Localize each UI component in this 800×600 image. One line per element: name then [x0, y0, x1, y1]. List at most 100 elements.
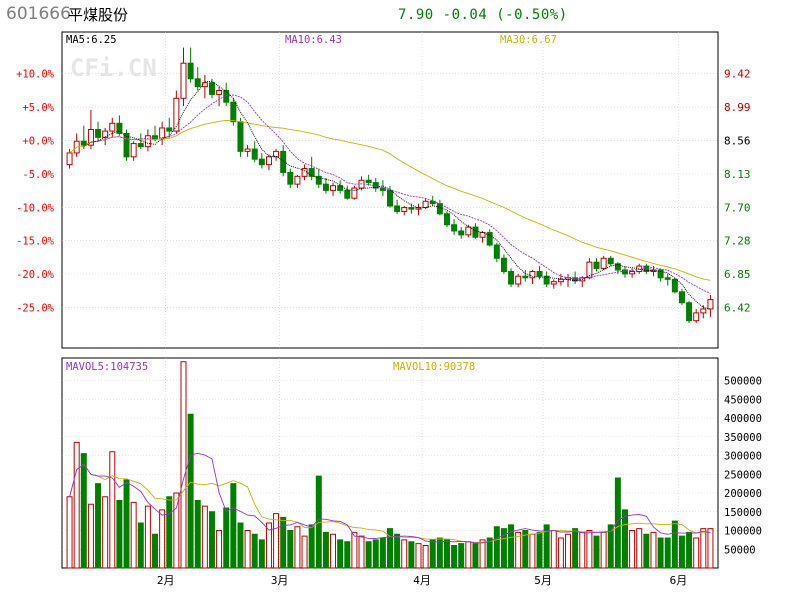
candle-body-up: [529, 271, 536, 279]
volume-tick-label: 50000: [724, 544, 756, 556]
volume-bar-down: [223, 507, 230, 569]
volume-bar-up: [102, 496, 109, 569]
x-tick-label: 6月: [670, 574, 688, 587]
volume-bar-up: [650, 531, 657, 569]
candle-body-down: [123, 132, 130, 158]
ma30-line: [69, 120, 711, 281]
volume-tick-label: 350000: [724, 432, 762, 444]
volume-bar-up: [294, 526, 301, 569]
volume-bar-up: [216, 530, 223, 569]
volume-bar-up: [244, 530, 251, 569]
candle-body-down: [315, 175, 322, 185]
volume-bar-down: [543, 524, 550, 569]
volume-bar-down: [508, 524, 515, 569]
volume-bar-up: [586, 530, 593, 569]
volume-bar-up: [401, 539, 408, 569]
volume-bar-down: [152, 533, 159, 569]
volume-bar-up: [144, 505, 151, 569]
candle-body-up: [130, 143, 137, 158]
candle-body-down: [394, 205, 401, 212]
candle-body-down: [280, 150, 287, 173]
volume-bar-up: [693, 537, 700, 569]
right-tick-label: 8.99: [724, 101, 751, 114]
volume-bar-up: [351, 531, 358, 569]
volume-bar-down: [664, 537, 671, 569]
candle-body-down: [379, 187, 386, 191]
volume-bar-down: [208, 511, 215, 569]
candle-body-down: [116, 122, 123, 134]
volume-bar-down: [436, 537, 443, 569]
right-tick-label: 8.13: [724, 168, 751, 181]
candle-body-down: [472, 226, 479, 238]
candle-body-up: [66, 152, 73, 166]
volume-bar-down: [443, 539, 450, 569]
volume-bar-down: [429, 539, 436, 569]
volume-bar-down: [95, 483, 102, 569]
volume-bar-down: [536, 531, 543, 569]
volume-bar-down: [678, 535, 685, 569]
volume-bar-down: [451, 545, 458, 569]
candle-body-down: [429, 200, 436, 205]
volume-bar-up: [201, 505, 208, 569]
ma5-line: [83, 80, 711, 310]
candle-body-down: [508, 271, 515, 285]
candle-body-down: [657, 269, 664, 279]
candle-body-up: [401, 207, 408, 212]
volume-bar-down: [372, 539, 379, 569]
volume-bar-up: [180, 361, 187, 569]
right-tick-label: 6.85: [724, 268, 751, 281]
candle-body-down: [365, 179, 372, 184]
left-tick-label: +10.0%: [16, 68, 55, 80]
volume-bar-down: [137, 522, 144, 569]
candle-body-up: [294, 175, 301, 185]
candle-body-up: [351, 187, 358, 199]
candle-body-down: [443, 213, 450, 226]
volume-bar-down: [458, 543, 465, 569]
volume-bar-down: [387, 528, 393, 569]
volume-bar-down: [80, 453, 87, 569]
volume-legend-label: MAVOL10:90378: [393, 361, 475, 373]
volume-bar-up: [173, 492, 180, 569]
volume-tick-label: 100000: [724, 526, 762, 538]
volume-bar-down: [522, 530, 529, 569]
left-tick-label: -25.0%: [16, 302, 55, 314]
candle-body-up: [422, 200, 429, 209]
candle-body-down: [621, 269, 628, 275]
volume-bar-up: [465, 541, 472, 569]
candle-body-up: [600, 257, 607, 269]
candle-body-down: [208, 82, 215, 95]
candle-body-down: [458, 230, 465, 236]
volume-bar-down: [365, 541, 372, 569]
left-tick-label: -5.0%: [22, 169, 54, 181]
volume-bar-down: [657, 537, 664, 569]
candle-body-up: [102, 130, 109, 138]
volume-bar-down: [287, 530, 294, 569]
candle-body-down: [451, 224, 458, 232]
volume-bar-up: [415, 543, 422, 569]
price-legend-label: MA5:6.25: [66, 34, 117, 46]
volume-bar-up: [73, 441, 80, 569]
candle-body-down: [387, 189, 393, 207]
volume-bar-down: [643, 533, 650, 569]
stock-code: 601666: [6, 4, 71, 24]
volume-legend-label: MAVOL5:104735: [66, 361, 148, 373]
x-tick-label: 2月: [157, 574, 175, 587]
volume-bar-down: [671, 520, 678, 569]
volume-bar-down: [486, 537, 493, 569]
volume-bar-down: [472, 543, 479, 569]
volume-bar-up: [515, 531, 522, 569]
candle-body-down: [522, 275, 529, 279]
candle-body-down: [664, 277, 671, 280]
right-tick-label: 6.42: [724, 301, 751, 314]
candle-body-up: [515, 275, 522, 285]
left-tick-label: +0.0%: [22, 135, 54, 147]
candle-body-up: [629, 271, 636, 275]
volume-bar-up: [700, 528, 707, 569]
volume-bar-up: [66, 496, 73, 569]
price-legend-label: MA10:6.43: [285, 34, 342, 46]
volume-bar-up: [330, 533, 337, 569]
volume-tick-label: 200000: [724, 488, 762, 500]
volume-bar-down: [258, 539, 265, 569]
